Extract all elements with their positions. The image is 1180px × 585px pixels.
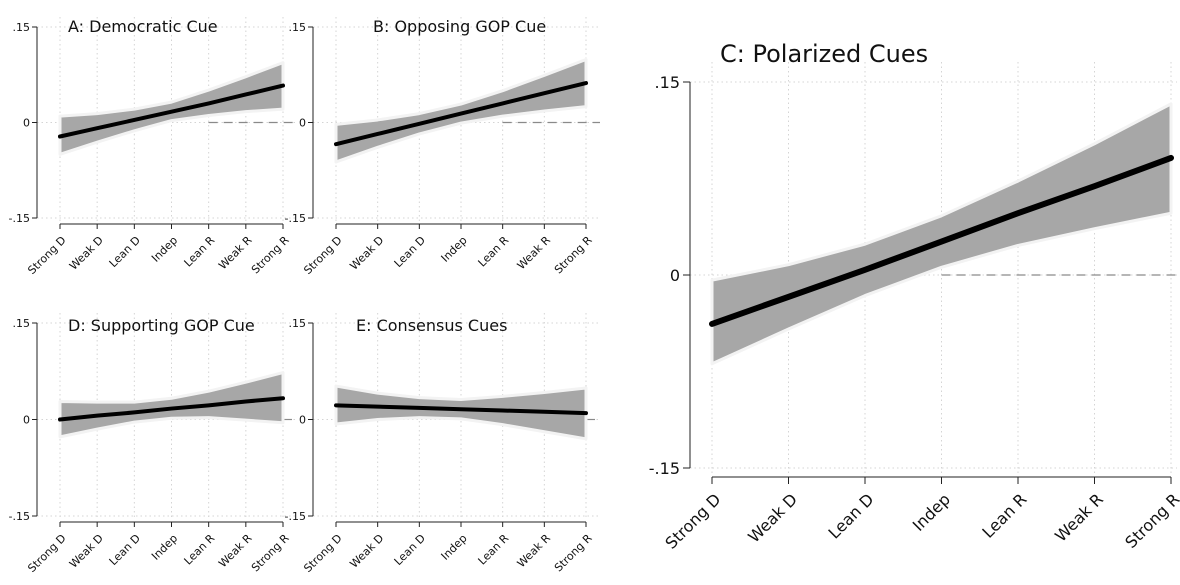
estimate-line	[58, 396, 285, 422]
x-tick-label: Strong D	[661, 490, 724, 553]
x-tick-label: Weak R	[515, 233, 554, 272]
y-tick-label: -.15	[285, 212, 306, 225]
panel-title: C: Polarized Cues	[720, 40, 928, 68]
x-tick-label: Strong D	[25, 532, 68, 575]
y-tick-label: 0	[299, 414, 306, 427]
confidence-band	[334, 57, 588, 164]
x-tick-label: Lean R	[978, 490, 1030, 542]
x-tick-label: Strong R	[552, 531, 595, 574]
x-tick-label: Weak D	[347, 234, 386, 273]
x-tick-label: Weak D	[67, 234, 106, 273]
y-tick-label: .15	[655, 73, 680, 92]
x-tick-label: Strong R	[249, 531, 292, 574]
panel-title: B: Opposing GOP Cue	[373, 17, 546, 36]
confidence-band	[334, 384, 588, 441]
confidence-band	[710, 102, 1173, 366]
x-tick-label: Strong D	[301, 532, 344, 575]
x-tick-label: Lean R	[182, 233, 218, 269]
x-tick-label: Lean D	[392, 234, 428, 270]
y-tick-label: 0	[299, 117, 306, 130]
y-tick-label: .15	[289, 21, 307, 34]
y-tick-label: -.15	[9, 212, 30, 225]
x-tick-label: Indep	[909, 490, 954, 535]
x-tick-label: Weak R	[515, 531, 554, 570]
estimate-line	[334, 403, 588, 416]
panel-title: D: Supporting GOP Cue	[68, 316, 255, 335]
y-tick-label: .15	[13, 21, 31, 34]
x-tick-label: Strong R	[1121, 490, 1180, 552]
x-tick-label: Weak D	[67, 532, 106, 571]
x-tick-label: Lean D	[825, 490, 878, 543]
estimate-line	[58, 83, 285, 139]
x-tick-label: Lean D	[107, 234, 143, 270]
x-tick-label: Lean R	[476, 233, 512, 269]
x-tick-label: Weak R	[1051, 490, 1107, 546]
panel-title: A: Democratic Cue	[68, 17, 218, 36]
x-tick-label: Lean D	[392, 532, 428, 568]
estimate-line	[709, 154, 1174, 327]
x-tick-label: Strong D	[301, 234, 344, 277]
panel-title: E: Consensus Cues	[356, 316, 507, 335]
y-tick-label: 0	[670, 266, 680, 285]
x-tick-label: Indep	[439, 532, 470, 563]
y-tick-label: 0	[23, 414, 30, 427]
x-tick-label: Lean D	[107, 532, 143, 568]
x-tick-label: Strong D	[25, 234, 68, 277]
y-tick-label: -.15	[285, 510, 306, 523]
x-tick-label: Weak D	[744, 490, 801, 547]
x-tick-label: Indep	[149, 532, 180, 563]
x-tick-label: Strong R	[249, 233, 292, 276]
x-tick-label: Indep	[149, 234, 180, 265]
confidence-band	[58, 371, 285, 439]
y-tick-label: -.15	[649, 459, 680, 478]
x-tick-label: Lean R	[476, 531, 512, 567]
y-tick-label: -.15	[9, 510, 30, 523]
y-tick-label: .15	[13, 317, 31, 330]
estimate-line	[334, 81, 588, 147]
confidence-band	[58, 61, 285, 156]
x-tick-label: Weak D	[347, 532, 386, 571]
x-tick-label: Strong R	[552, 233, 595, 276]
x-tick-label: Lean R	[182, 531, 218, 567]
chart-panel-c: .15 0 -.15 Strong D Weak D Lean D Indep Lean R W…	[649, 40, 1180, 553]
y-tick-label: .15	[289, 317, 307, 330]
y-tick-label: 0	[23, 117, 30, 130]
x-tick-label: Indep	[439, 234, 470, 265]
